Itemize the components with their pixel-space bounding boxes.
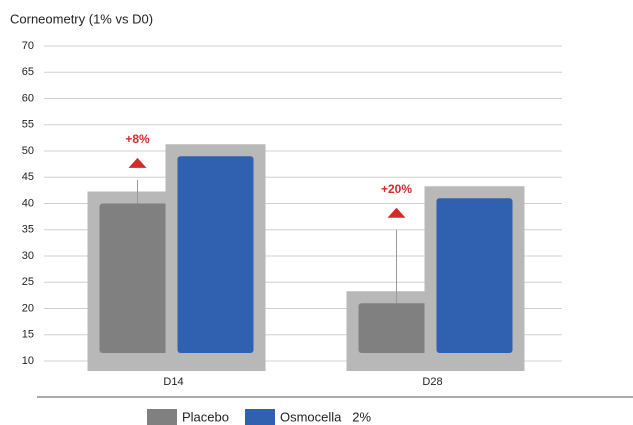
- y-tick-label: 70: [22, 40, 34, 52]
- y-tick-label: 55: [22, 119, 34, 131]
- y-tick-label: 25: [22, 276, 34, 288]
- y-tick-label: 10: [22, 355, 34, 367]
- chart-title: Corneometry (1% vs D0): [10, 11, 153, 26]
- bar: [177, 156, 254, 353]
- bar: [436, 198, 513, 353]
- legend-label: Placebo: [182, 409, 229, 424]
- y-tick-label: 50: [22, 145, 34, 157]
- y-tick-label: 60: [22, 92, 34, 104]
- annotation: +20%: [381, 182, 412, 196]
- y-tick-label: 30: [22, 250, 34, 262]
- y-tick-label: 15: [22, 329, 34, 341]
- x-tick-label: D14: [163, 376, 183, 388]
- bar: [99, 203, 176, 353]
- y-tick-label: 35: [22, 224, 34, 236]
- y-tick-label: 65: [22, 66, 34, 78]
- annotation-arrow: [128, 157, 147, 168]
- annotation: +8%: [125, 132, 150, 146]
- legend-swatch: [244, 409, 275, 425]
- x-tick-label: D28: [422, 376, 442, 388]
- y-tick-label: 45: [22, 171, 34, 183]
- bar: [358, 303, 435, 353]
- y-tick-label: 20: [22, 302, 34, 314]
- legend-label: Osmocella 2%: [280, 409, 371, 424]
- y-tick-label: 40: [22, 197, 34, 209]
- annotation-arrow: [387, 207, 406, 218]
- legend-swatch: [147, 409, 177, 425]
